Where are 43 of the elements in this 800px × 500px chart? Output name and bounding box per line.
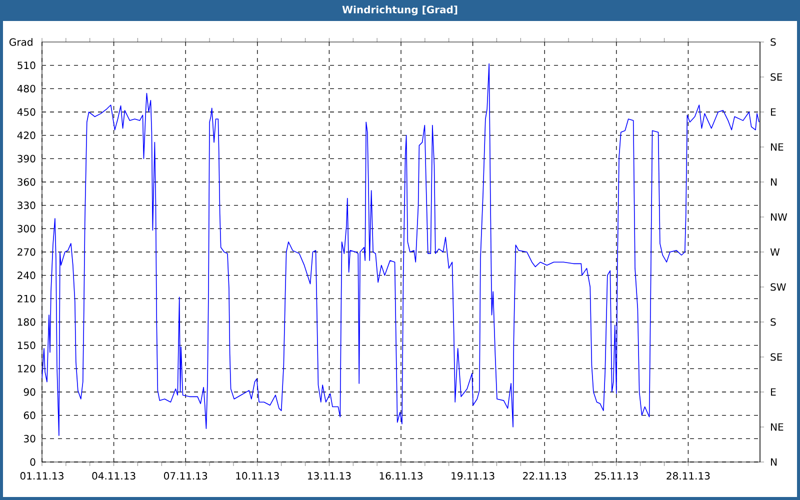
y-tick-label: 420 xyxy=(17,132,36,140)
x-tick-label: 16.11.13 xyxy=(380,472,422,480)
y-tick-label: 180 xyxy=(18,318,36,326)
y-tick-label: 0 xyxy=(30,458,36,466)
y-tick-label: 300 xyxy=(18,224,36,232)
y-tick-label: 240 xyxy=(18,272,36,280)
y-tick-label: 390 xyxy=(18,154,36,162)
x-tick-label: 10.11.13 xyxy=(236,472,279,480)
chart-title: Windrichtung [Grad] xyxy=(342,6,458,16)
category-label: S xyxy=(770,38,776,46)
x-tick-label: 28.11.13 xyxy=(666,472,710,480)
y-tick-label: 330 xyxy=(18,202,36,210)
category-label: SW xyxy=(770,283,786,291)
category-label: SE xyxy=(770,73,782,81)
x-tick-label: 01.11.13 xyxy=(20,472,64,480)
category-label: N xyxy=(771,178,777,186)
category-label: E xyxy=(771,108,776,116)
category-label: W xyxy=(770,248,780,256)
x-tick-label: 07.11.13 xyxy=(164,472,208,480)
category-label: SE xyxy=(770,353,782,361)
category-label: NE xyxy=(771,423,784,431)
y-tick-label: 30 xyxy=(24,434,36,442)
x-tick-label: 22.11.13 xyxy=(523,472,566,480)
y-tick-label: 120 xyxy=(18,364,36,372)
y-tick-label: 510 xyxy=(18,62,36,70)
y-tick-label: 210 xyxy=(18,294,36,302)
y-tick-label: 480 xyxy=(17,84,36,92)
x-tick-label: 19.11.13 xyxy=(452,472,494,480)
y-axis-title: Grad xyxy=(10,38,32,46)
category-label: N xyxy=(771,458,777,466)
x-tick-label: 13.11.13 xyxy=(308,472,351,480)
category-label: E xyxy=(771,388,776,396)
y-tick-label: 360 xyxy=(18,178,36,186)
x-tick-label: 04.11.13 xyxy=(92,472,136,480)
y-tick-label: 270 xyxy=(18,248,36,256)
category-label: S xyxy=(770,318,776,326)
category-label: NE xyxy=(771,143,784,151)
y-tick-label: 450 xyxy=(17,108,36,116)
x-tick-label: 25.11.13 xyxy=(594,472,638,480)
y-tick-label: 150 xyxy=(18,342,36,350)
y-tick-label: 60 xyxy=(24,412,36,420)
category-label: NW xyxy=(771,213,788,221)
y-tick-label: 90 xyxy=(24,388,36,396)
